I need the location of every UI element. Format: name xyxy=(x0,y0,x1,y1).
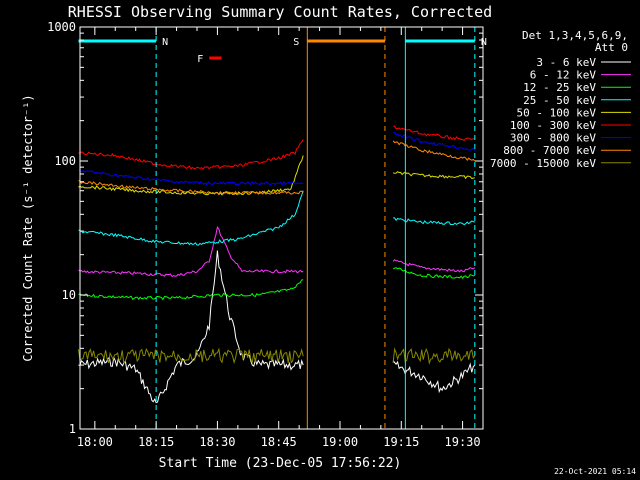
legend-label-25-50-kev: 25 - 50 keV xyxy=(523,94,596,107)
x-axis-label: Start Time (23-Dec-05 17:56:22) xyxy=(159,456,402,471)
series-line-6-12-kev-1 xyxy=(392,259,476,273)
y-tick-label: 100 xyxy=(54,154,76,168)
annotation-s-2-label: S xyxy=(293,37,299,48)
legend-label-50-100-kev: 50 - 100 keV xyxy=(517,106,597,119)
legend-label-300-800-kev: 300 - 800 keV xyxy=(510,132,596,145)
annotation-n-1-label: N xyxy=(481,37,487,48)
chart-title: RHESSI Observing Summary Count Rates, Co… xyxy=(68,3,492,21)
series-line-50-100-kev-1 xyxy=(392,171,475,180)
legend-label-12-25-kev: 12 - 25 keV xyxy=(523,81,596,94)
x-tick-label: 19:15 xyxy=(383,435,419,449)
y-axis-label: Corrected Count Rate (s⁻¹ detector⁻¹) xyxy=(21,94,35,361)
series-line-25-50-kev-1 xyxy=(393,217,475,226)
legend-label-3-6-kev: 3 - 6 keV xyxy=(536,56,596,69)
series-layer xyxy=(78,125,476,404)
legend-label-800-7000-kev: 800 - 7000 keV xyxy=(503,144,596,157)
x-tick-label: 19:30 xyxy=(445,435,481,449)
legend-label-100-300-kev: 100 - 300 keV xyxy=(510,119,596,132)
x-axis: 18:00 18:15 18:30 18:45 19:00 19:15 19:30 xyxy=(77,27,484,449)
series-line-300-800-kev-0 xyxy=(78,169,304,187)
legend-header: Att 0 xyxy=(595,41,628,54)
y-axis: 1 10 100 1000 xyxy=(47,20,483,436)
series-line-100-300-kev-0 xyxy=(78,139,304,171)
annotation-f-3-label: F xyxy=(197,54,203,65)
series-line-6-12-kev-0 xyxy=(78,225,304,278)
y-tick-label: 10 xyxy=(62,288,76,302)
series-line-3-6-kev-1 xyxy=(392,360,476,394)
series-line-12-25-kev-1 xyxy=(392,267,475,280)
series-line-100-300-kev-1 xyxy=(393,125,476,142)
footer-date: 22-Oct-2021 05:14 xyxy=(554,467,636,476)
plot-frame xyxy=(79,26,484,430)
series-line-800-7000-kev-1 xyxy=(392,140,476,162)
series-line-7000-15000-kev-1 xyxy=(392,347,476,365)
annotation-layer: N N S F xyxy=(78,27,487,429)
series-line-800-7000-kev-0 xyxy=(78,180,304,195)
legend-label-7000-15000-kev: 7000 - 15000 keV xyxy=(490,157,596,170)
series-line-3-6-kev-0 xyxy=(78,250,304,404)
x-tick-label: 18:30 xyxy=(199,435,235,449)
y-tick-label: 1 xyxy=(69,422,76,436)
x-tick-label: 18:45 xyxy=(261,435,297,449)
x-tick-label: 18:15 xyxy=(138,435,174,449)
series-line-7000-15000-kev-0 xyxy=(78,347,304,365)
series-line-50-100-kev-0 xyxy=(78,155,304,196)
series-line-12-25-kev-0 xyxy=(78,279,304,301)
legend-label-6-12-kev: 6 - 12 keV xyxy=(530,69,597,82)
x-tick-label: 18:00 xyxy=(77,435,113,449)
x-tick-label: 19:00 xyxy=(322,435,358,449)
series-line-25-50-kev-0 xyxy=(78,190,304,246)
annotation-n-0-label: N xyxy=(162,37,168,48)
y-tick-label: 1000 xyxy=(47,20,76,34)
series-line-300-800-kev-1 xyxy=(393,132,476,151)
legend-header: Det 1,3,4,5,6,9, xyxy=(522,29,628,42)
